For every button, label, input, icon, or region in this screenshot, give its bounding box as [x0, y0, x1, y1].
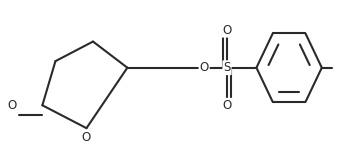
Text: O: O: [82, 131, 91, 144]
Text: O: O: [199, 61, 209, 74]
Text: O: O: [7, 99, 16, 112]
Text: S: S: [223, 61, 231, 74]
Text: O: O: [222, 99, 232, 112]
Text: O: O: [222, 24, 232, 37]
